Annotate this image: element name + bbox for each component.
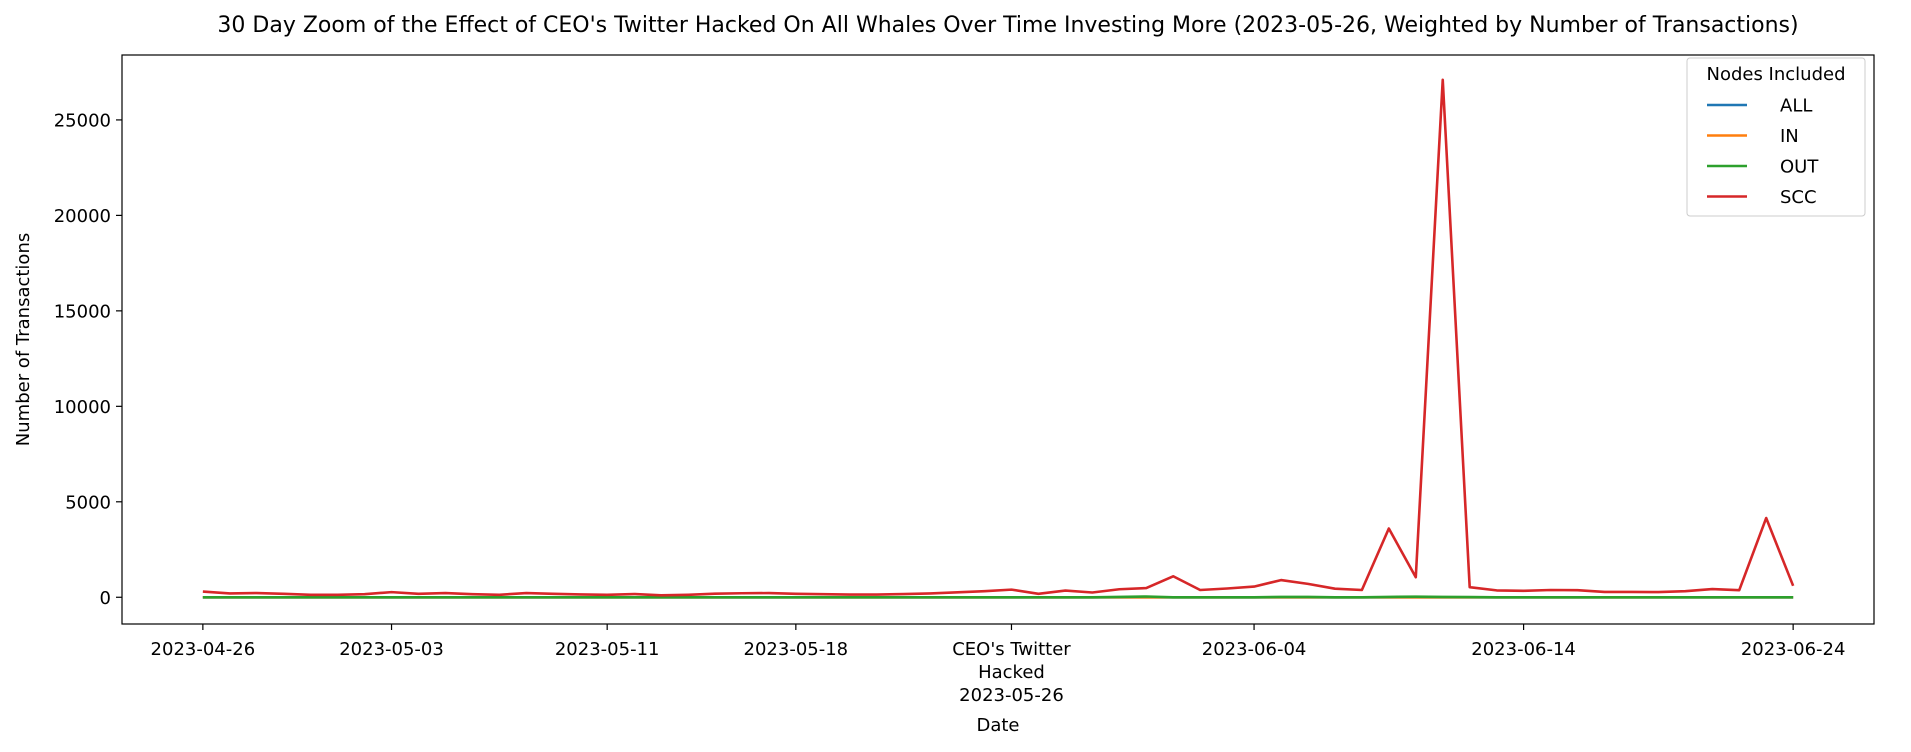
y-tick-label: 25000 xyxy=(54,110,111,131)
y-tick-label: 5000 xyxy=(65,492,111,513)
y-tick-label: 20000 xyxy=(54,206,111,227)
y-tick-label: 0 xyxy=(100,588,111,609)
series-line-out xyxy=(202,595,1794,599)
legend-label-all: ALL xyxy=(1780,96,1812,117)
plot-frame xyxy=(121,54,1875,625)
x-tick-label: 2023-04-26 xyxy=(151,639,256,660)
legend-title: Nodes Included xyxy=(1706,64,1845,85)
x-tick-label: 2023-05-18 xyxy=(744,639,849,660)
legend-label-in: IN xyxy=(1780,126,1799,147)
series-lines xyxy=(202,78,1795,599)
chart-title: 30 Day Zoom of the Effect of CEO's Twitt… xyxy=(217,13,1798,38)
axes: 0 5000 10000 15000 20000 25000 2023-04-26 2023-… xyxy=(54,110,1846,706)
x-tick-label: 2023-06-14 xyxy=(1471,639,1576,660)
y-axis-label: Number of Transactions xyxy=(13,233,34,446)
x-tick-label: 2023-05-03 xyxy=(339,639,444,660)
legend-box xyxy=(1686,57,1866,217)
x-tick-label: 2023-06-04 xyxy=(1202,639,1307,660)
y-tick-label: 10000 xyxy=(54,397,111,418)
series-line-scc xyxy=(202,78,1795,597)
x-tick-label: 2023-06-24 xyxy=(1741,639,1846,660)
x-axis-label: Date xyxy=(976,715,1019,736)
x-tick-label: CEO's Twitter Hacked 2023-05-26 xyxy=(952,639,1071,706)
legend-label-out: OUT xyxy=(1780,157,1819,178)
legend: Nodes Included ALL IN OUT SCC xyxy=(1686,57,1866,217)
y-tick-label: 15000 xyxy=(54,301,111,322)
legend-items: ALL IN OUT SCC xyxy=(1707,96,1819,208)
legend-label-scc: SCC xyxy=(1780,187,1817,208)
x-tick-label: 2023-05-11 xyxy=(555,639,660,660)
